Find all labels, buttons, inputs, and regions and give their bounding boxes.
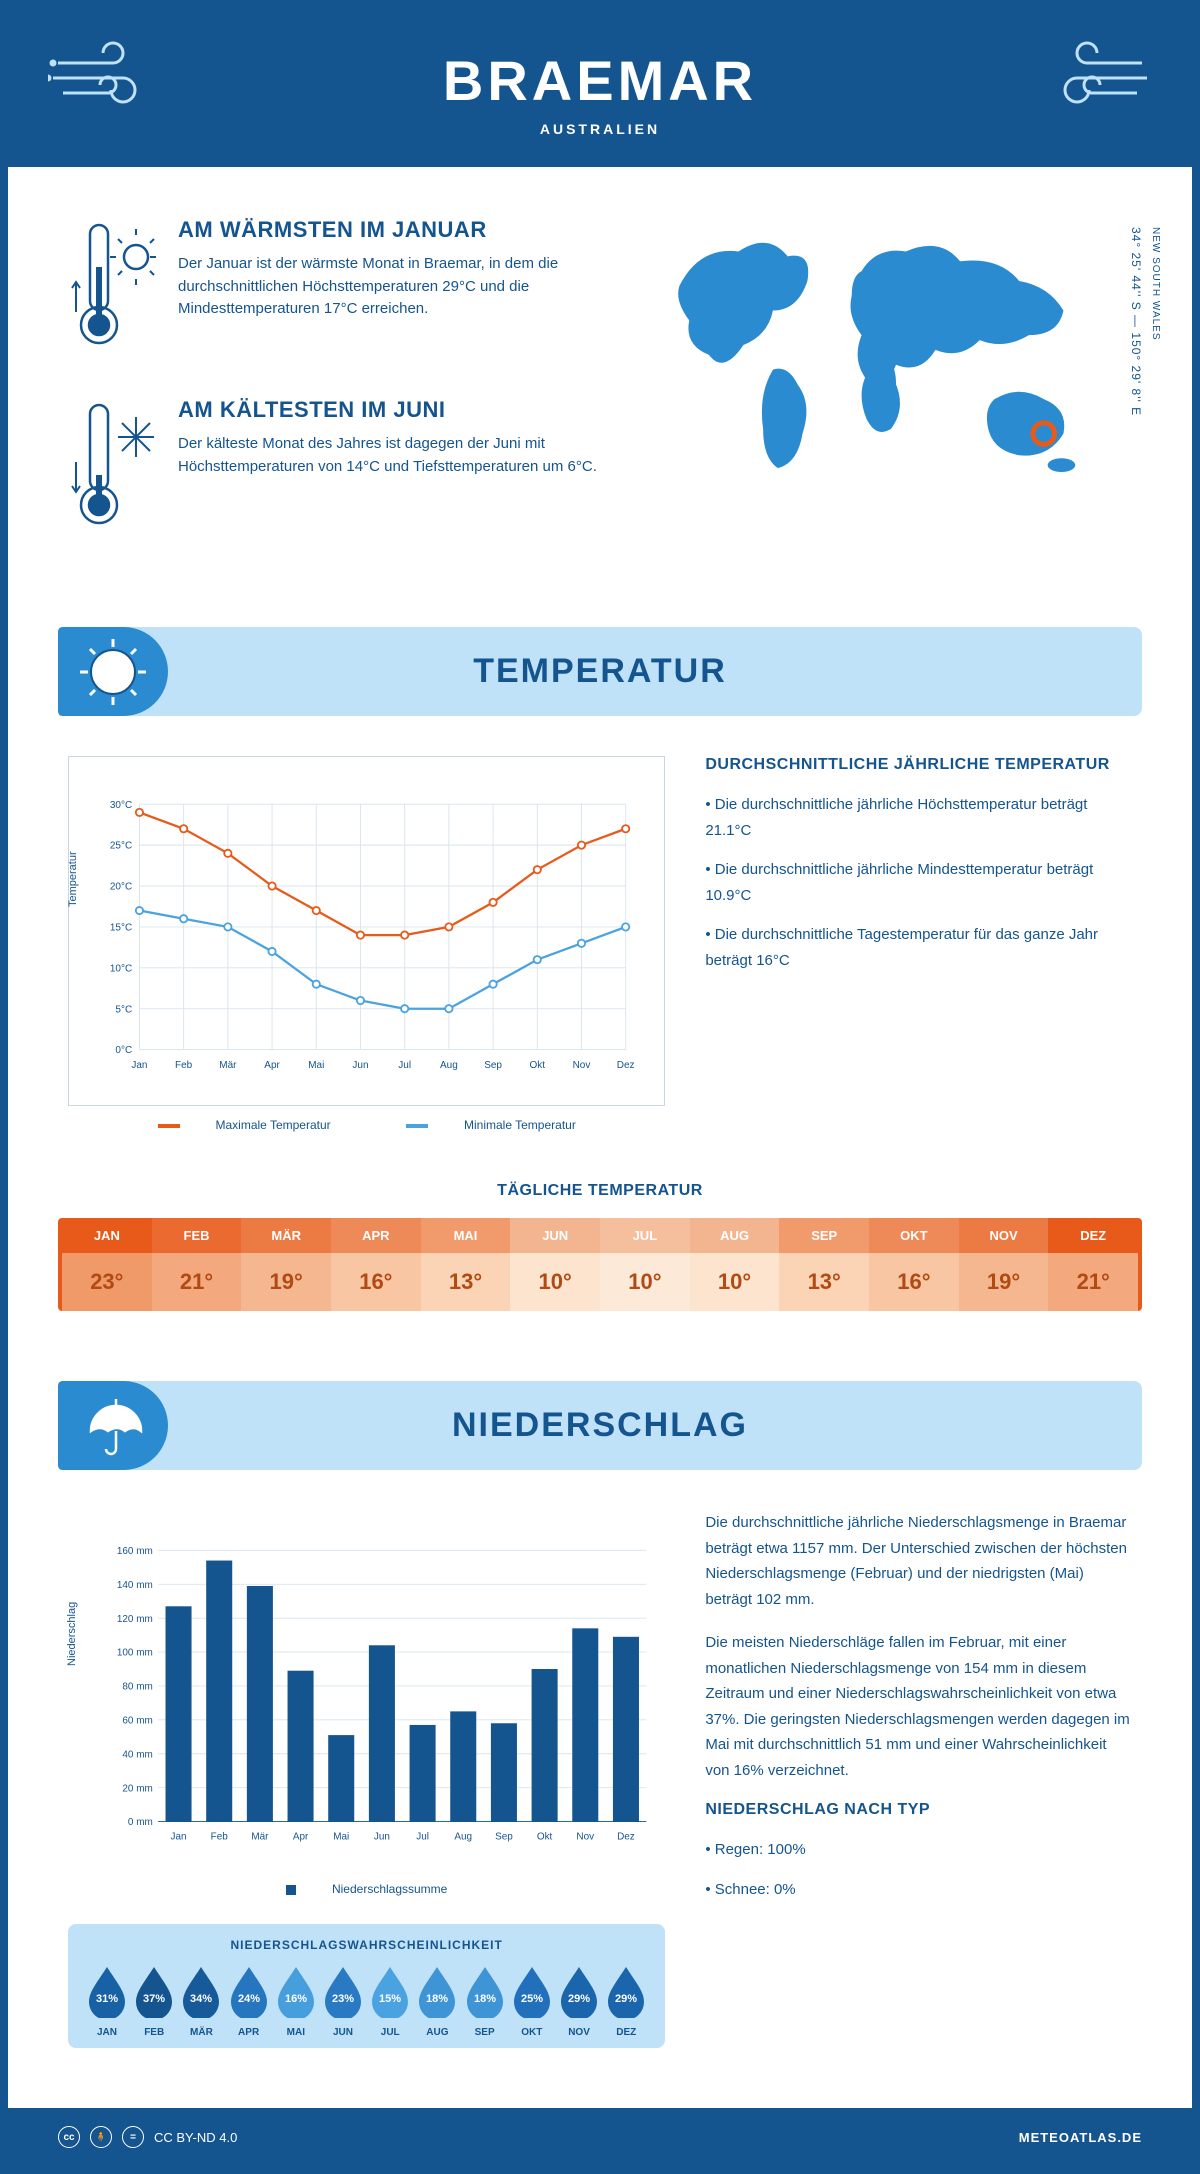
climate-infographic: BRAEMAR AUSTRALIEN AM WÄRMSTEN IM JANUAR…: [0, 0, 1200, 2174]
intro-row: AM WÄRMSTEN IM JANUAR Der Januar ist der…: [8, 167, 1192, 607]
svg-text:25%: 25%: [521, 1993, 543, 2005]
svg-text:Sep: Sep: [484, 1060, 502, 1071]
svg-text:Feb: Feb: [211, 1832, 229, 1843]
world-map-icon: [640, 217, 1132, 493]
precip-paragraph-2: Die meisten Niederschläge fallen im Febr…: [705, 1630, 1132, 1783]
header: BRAEMAR AUSTRALIEN: [8, 8, 1192, 167]
svg-text:120 mm: 120 mm: [117, 1614, 153, 1625]
svg-text:Sep: Sep: [495, 1832, 513, 1843]
precipitation-section-header: NIEDERSCHLAG: [58, 1381, 1142, 1470]
page-title: BRAEMAR: [28, 48, 1172, 113]
precipitation-probability: NIEDERSCHLAGSWAHRSCHEINLICHKEIT 31%JAN37…: [68, 1924, 665, 2048]
svg-text:Mai: Mai: [308, 1060, 324, 1071]
svg-text:Okt: Okt: [530, 1060, 546, 1071]
svg-text:18%: 18%: [474, 1993, 496, 2005]
svg-text:30°C: 30°C: [110, 800, 132, 811]
svg-text:160 mm: 160 mm: [117, 1546, 153, 1557]
svg-text:40 mm: 40 mm: [122, 1749, 152, 1760]
svg-text:Jun: Jun: [374, 1832, 390, 1843]
svg-text:24%: 24%: [238, 1993, 260, 2005]
svg-text:140 mm: 140 mm: [117, 1580, 153, 1591]
svg-text:29%: 29%: [568, 1993, 590, 2005]
svg-text:0 mm: 0 mm: [128, 1817, 153, 1828]
temperature-title: TEMPERATUR: [88, 652, 1112, 691]
sun-icon: [78, 637, 148, 707]
coldest-title: AM KÄLTESTEN IM JUNI: [178, 397, 610, 423]
cc-icon: cc: [58, 2126, 80, 2148]
svg-text:Feb: Feb: [175, 1060, 193, 1071]
svg-text:Aug: Aug: [454, 1832, 472, 1843]
temp-notes-list: Die durchschnittliche jährliche Höchstte…: [705, 792, 1132, 973]
temp-notes-title: DURCHSCHNITTLICHE JÄHRLICHE TEMPERATUR: [705, 756, 1132, 774]
page-subtitle: AUSTRALIEN: [28, 121, 1172, 137]
svg-text:Dez: Dez: [617, 1832, 635, 1843]
license: cc 🧍 = CC BY-ND 4.0: [58, 2126, 237, 2148]
daily-temp-title: TÄGLICHE TEMPERATUR: [8, 1182, 1192, 1200]
svg-text:100 mm: 100 mm: [117, 1648, 153, 1659]
wind-icon: [48, 38, 168, 123]
svg-text:80 mm: 80 mm: [122, 1682, 152, 1693]
svg-text:20°C: 20°C: [110, 882, 132, 893]
svg-text:Mär: Mär: [219, 1060, 237, 1071]
precipitation-title: NIEDERSCHLAG: [88, 1406, 1112, 1445]
temperature-legend: Maximale Temperatur Minimale Temperatur: [68, 1106, 665, 1132]
svg-text:Apr: Apr: [264, 1060, 280, 1071]
umbrella-icon: [81, 1393, 146, 1458]
site-name: METEOATLAS.DE: [1019, 2130, 1142, 2145]
svg-text:15%: 15%: [379, 1993, 401, 2005]
svg-text:Jun: Jun: [352, 1060, 368, 1071]
svg-text:23%: 23%: [332, 1993, 354, 2005]
svg-text:Jul: Jul: [398, 1060, 411, 1071]
svg-text:Jul: Jul: [416, 1832, 429, 1843]
svg-text:0°C: 0°C: [115, 1045, 132, 1056]
svg-text:Dez: Dez: [617, 1060, 635, 1071]
svg-text:Nov: Nov: [576, 1832, 594, 1843]
temperature-line-chart: Temperatur 0°C5°C10°C15°C20°C25°C30°CJan…: [68, 756, 665, 1106]
svg-text:Okt: Okt: [537, 1832, 553, 1843]
svg-text:Aug: Aug: [440, 1060, 458, 1071]
svg-text:10°C: 10°C: [110, 963, 132, 974]
svg-text:Nov: Nov: [573, 1060, 591, 1071]
svg-text:5°C: 5°C: [115, 1004, 132, 1015]
svg-text:25°C: 25°C: [110, 841, 132, 852]
coordinates: NEW SOUTH WALES 34° 25' 44'' S — 150° 29…: [1126, 227, 1164, 416]
precip-paragraph-1: Die durchschnittliche jährliche Niedersc…: [705, 1510, 1132, 1612]
svg-text:Mär: Mär: [251, 1832, 269, 1843]
temperature-section-header: TEMPERATUR: [58, 627, 1142, 716]
svg-text:Mai: Mai: [333, 1832, 349, 1843]
thermometer-cold-icon: [68, 397, 158, 542]
thermometer-hot-icon: [68, 217, 158, 362]
nd-icon: =: [122, 2126, 144, 2148]
svg-text:20 mm: 20 mm: [122, 1783, 152, 1794]
svg-text:29%: 29%: [615, 1993, 637, 2005]
warmest-title: AM WÄRMSTEN IM JANUAR: [178, 217, 610, 243]
svg-text:31%: 31%: [96, 1993, 118, 2005]
footer: cc 🧍 = CC BY-ND 4.0 METEOATLAS.DE: [8, 2108, 1192, 2166]
svg-text:Apr: Apr: [293, 1832, 309, 1843]
precip-type-title: NIEDERSCHLAG NACH TYP: [705, 1801, 1132, 1819]
svg-text:15°C: 15°C: [110, 923, 132, 934]
coldest-block: AM KÄLTESTEN IM JUNI Der kälteste Monat …: [68, 397, 610, 542]
svg-text:Jan: Jan: [131, 1060, 147, 1071]
svg-text:16%: 16%: [285, 1993, 307, 2005]
svg-text:18%: 18%: [426, 1993, 448, 2005]
coldest-text: Der kälteste Monat des Jahres ist dagege…: [178, 433, 610, 478]
by-icon: 🧍: [90, 2126, 112, 2148]
daily-temp-table: JAN23°FEB21°MÄR19°APR16°MAI13°JUN10°JUL1…: [58, 1218, 1142, 1311]
warmest-block: AM WÄRMSTEN IM JANUAR Der Januar ist der…: [68, 217, 610, 362]
precip-type-list: Regen: 100%Schnee: 0%: [705, 1837, 1132, 1902]
svg-text:60 mm: 60 mm: [122, 1715, 152, 1726]
warmest-text: Der Januar ist der wärmste Monat in Brae…: [178, 253, 610, 321]
svg-text:Jan: Jan: [171, 1832, 187, 1843]
precipitation-bar-chart: Niederschlag 0 mm20 mm40 mm60 mm80 mm100…: [68, 1510, 665, 1870]
svg-text:34%: 34%: [190, 1993, 212, 2005]
wind-icon: [1032, 38, 1152, 123]
svg-text:37%: 37%: [143, 1993, 165, 2005]
